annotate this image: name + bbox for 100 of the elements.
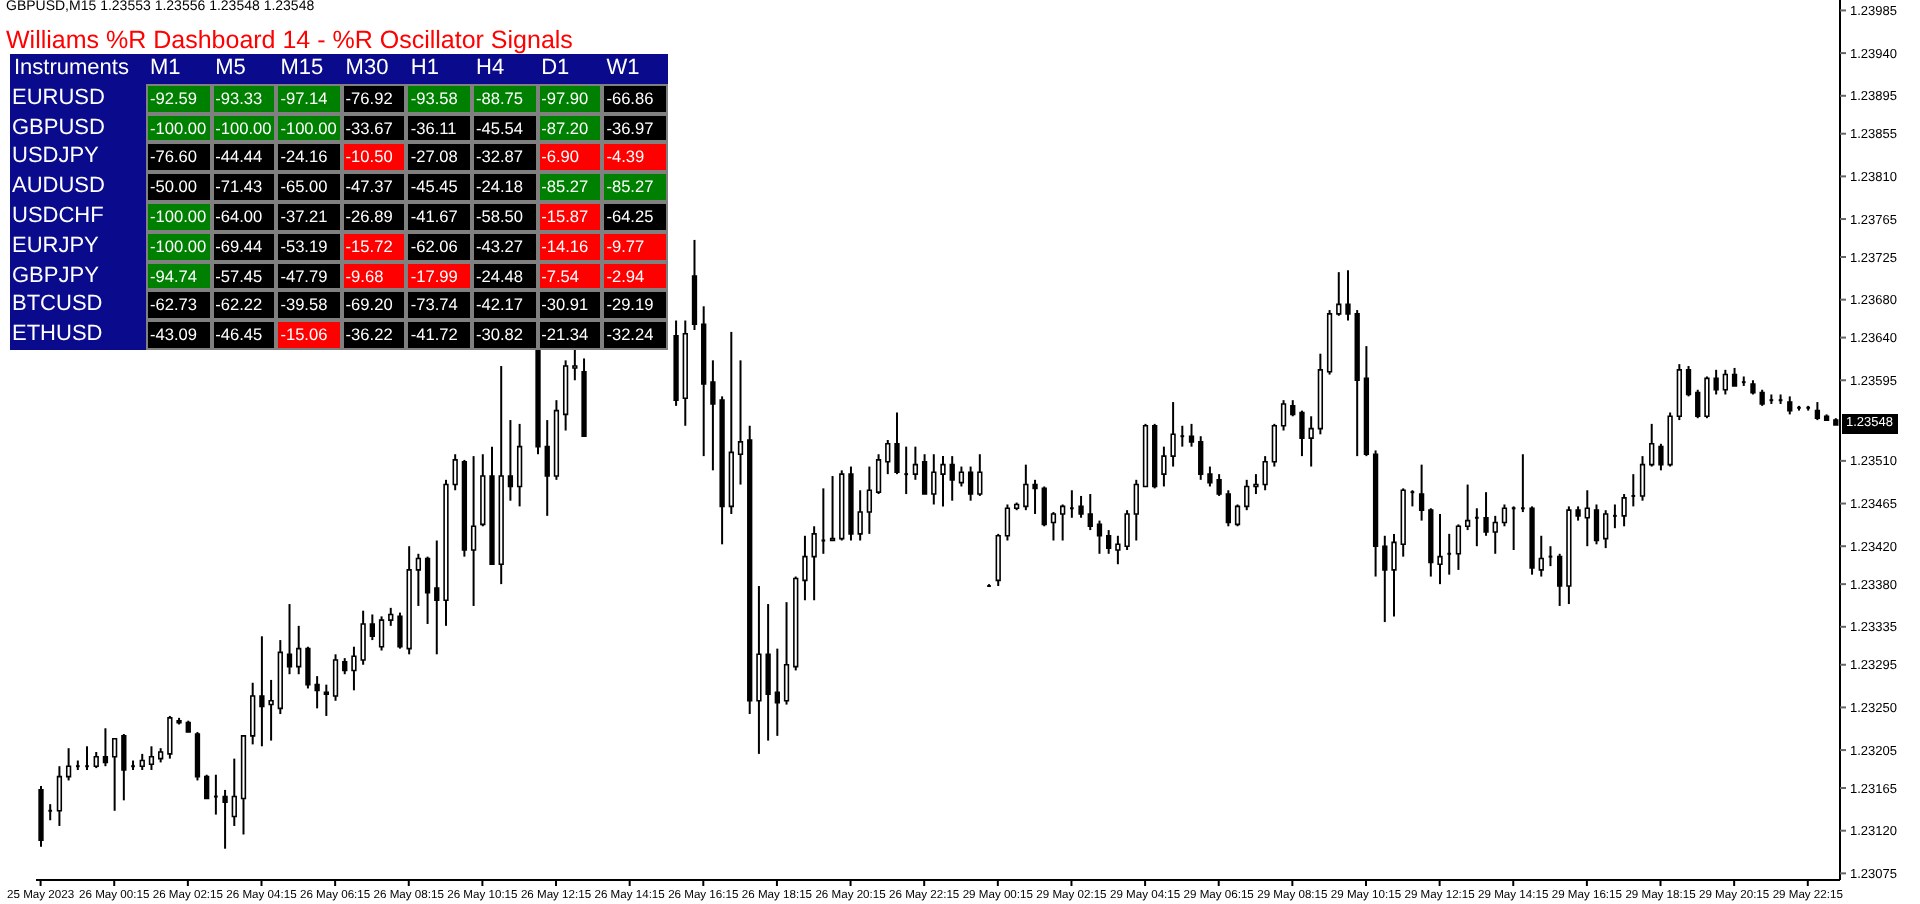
candlestick	[1593, 503, 1600, 546]
candlestick	[1722, 368, 1729, 396]
candlestick	[424, 555, 431, 625]
data-label: -57.45	[211, 261, 277, 291]
candlestick	[470, 455, 477, 607]
candlestick	[121, 732, 127, 802]
y-tick-label: GBPUSD	[12, 113, 105, 143]
data-label: -62.06	[406, 231, 472, 262]
candlestick	[1345, 269, 1351, 322]
candlestick	[397, 611, 403, 650]
candlestick	[1437, 512, 1443, 586]
candlestick	[452, 453, 458, 492]
candlestick	[931, 453, 937, 506]
data-label: -93.58	[406, 83, 472, 114]
candlestick	[1649, 422, 1655, 468]
data-label: -10.50	[341, 142, 407, 173]
candlestick	[1059, 503, 1066, 542]
candlestick	[213, 773, 219, 816]
candlestick	[783, 601, 790, 706]
candlestick	[1041, 485, 1047, 528]
candlestick	[111, 737, 118, 812]
candlestick	[194, 731, 201, 782]
candlestick	[1639, 455, 1646, 502]
data-label: -47.37	[341, 172, 407, 202]
data-label: -32.24	[602, 320, 668, 350]
data-label: -6.90	[537, 142, 603, 173]
candlestick	[1087, 493, 1093, 532]
candlestick	[1244, 478, 1250, 512]
data-label: -21.34	[537, 320, 603, 350]
candlestick	[912, 445, 919, 481]
y-tick-label: BTCUSD	[12, 290, 103, 321]
candlestick	[1198, 435, 1204, 481]
y-tick-label: AUDUSD	[12, 172, 105, 202]
data-label: -85.27	[537, 172, 603, 202]
candlestick	[1685, 365, 1692, 398]
candlestick	[737, 359, 744, 486]
candlestick	[940, 455, 946, 508]
candlestick	[323, 683, 329, 717]
data-label: -14.16	[537, 231, 603, 262]
data-label: -71.43	[211, 172, 277, 202]
candlestick	[415, 552, 422, 607]
x-tick-label: M15	[280, 54, 324, 84]
x-tick-label: H1	[410, 54, 439, 84]
candlestick	[1308, 415, 1314, 468]
candlestick	[1501, 503, 1508, 528]
data-label: -15.87	[537, 202, 603, 232]
candlestick	[1455, 523, 1462, 571]
data-label: -7.54	[537, 261, 603, 291]
data-label: -100.00	[146, 231, 212, 262]
candlestick	[1078, 494, 1084, 519]
x-tick-label: M5	[215, 54, 246, 84]
data-label: -62.73	[146, 290, 212, 321]
data-label: -69.44	[211, 231, 277, 262]
data-label: -15.72	[341, 231, 407, 262]
candlestick	[1492, 514, 1498, 555]
data-label: -53.19	[276, 231, 342, 262]
data-label: -88.75	[472, 83, 538, 114]
candlestick	[332, 653, 339, 702]
data-label: -47.79	[276, 261, 342, 291]
data-label: -37.21	[276, 202, 342, 232]
candlestick	[544, 419, 550, 517]
data-label: -36.11	[406, 113, 472, 143]
candlestick	[1612, 503, 1618, 530]
candlestick	[1787, 395, 1793, 416]
candlestick	[866, 465, 873, 535]
data-label: -24.16	[276, 142, 342, 173]
candlestick	[1280, 399, 1287, 432]
data-label: -30.82	[472, 320, 538, 350]
data-label: -76.92	[341, 83, 407, 114]
data-label: -97.14	[276, 83, 342, 114]
candlestick	[1004, 503, 1011, 542]
data-label: -69.20	[341, 290, 407, 321]
candlestick	[1023, 463, 1029, 512]
data-label: -9.68	[341, 261, 407, 291]
data-label: -43.27	[472, 231, 538, 262]
data-label: -33.67	[341, 113, 407, 143]
data-label: -45.45	[406, 172, 472, 202]
data-label: -50.00	[146, 172, 212, 202]
candlestick	[885, 439, 891, 476]
data-label: -43.09	[146, 320, 212, 350]
candlestick	[995, 532, 1001, 588]
data-label: -15.06	[276, 320, 342, 350]
y-tick-label: GBPJPY	[12, 261, 99, 291]
candlestick	[894, 411, 900, 476]
candlestick	[516, 422, 523, 508]
candlestick	[56, 765, 63, 827]
candlestick	[84, 745, 90, 771]
data-label: -17.99	[406, 261, 472, 291]
x-tick-label: M1	[150, 54, 181, 84]
candlestick	[1050, 511, 1057, 542]
y-tick-label: EURJPY	[12, 231, 99, 262]
data-label: -41.72	[406, 320, 472, 350]
data-label: -26.89	[341, 202, 407, 232]
data-label: -65.00	[276, 172, 342, 202]
candlestick	[1382, 534, 1388, 624]
candlestick	[102, 727, 109, 768]
data-label: -66.86	[602, 83, 668, 114]
candlestick	[507, 419, 514, 502]
data-label: -100.00	[211, 113, 277, 143]
candlestick	[1520, 453, 1526, 514]
